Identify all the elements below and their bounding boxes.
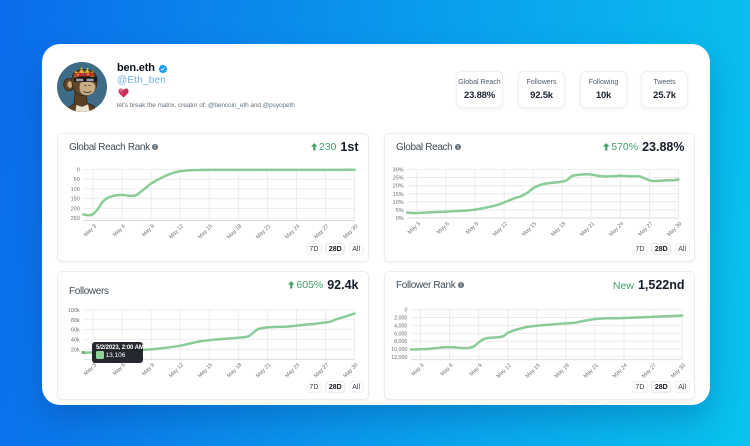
svg-text:May 30: May 30 xyxy=(670,363,687,380)
svg-text:100: 100 xyxy=(71,187,80,193)
svg-text:May 21: May 21 xyxy=(579,221,596,238)
svg-text:20k: 20k xyxy=(71,347,80,353)
svg-text:5%: 5% xyxy=(396,208,404,214)
svg-text:200: 200 xyxy=(71,206,80,212)
svg-text:8,000: 8,000 xyxy=(394,339,407,345)
svg-text:May 12: May 12 xyxy=(168,223,185,240)
svg-text:May 12: May 12 xyxy=(492,221,509,238)
svg-text:10%: 10% xyxy=(393,200,404,206)
svg-text:0%: 0% xyxy=(396,216,404,222)
svg-text:May 24: May 24 xyxy=(284,362,301,379)
svg-text:150: 150 xyxy=(71,197,80,203)
svg-text:May 18: May 18 xyxy=(226,223,243,240)
svg-text:May 3: May 3 xyxy=(407,221,422,236)
svg-text:80k: 80k xyxy=(71,318,80,324)
svg-text:May 27: May 27 xyxy=(313,362,330,379)
svg-text:May 18: May 18 xyxy=(226,362,243,379)
svg-text:May 18: May 18 xyxy=(550,221,567,238)
svg-text:May 6: May 6 xyxy=(112,362,127,377)
svg-text:May 18: May 18 xyxy=(554,363,571,380)
svg-text:May 15: May 15 xyxy=(525,363,542,380)
svg-text:6,000: 6,000 xyxy=(394,331,407,337)
svg-text:May 24: May 24 xyxy=(608,221,625,238)
svg-text:May 24: May 24 xyxy=(284,223,301,240)
svg-text:May 12: May 12 xyxy=(168,362,185,379)
svg-text:May 15: May 15 xyxy=(521,221,538,238)
svg-text:15%: 15% xyxy=(393,192,404,198)
svg-text:20%: 20% xyxy=(393,184,404,190)
svg-text:May 15: May 15 xyxy=(197,223,214,240)
svg-text:40k: 40k xyxy=(71,338,80,344)
svg-text:30%: 30% xyxy=(393,168,404,174)
svg-text:May 3: May 3 xyxy=(411,363,426,378)
svg-text:May 30: May 30 xyxy=(666,221,683,238)
svg-text:May 21: May 21 xyxy=(255,362,272,379)
svg-text:4,000: 4,000 xyxy=(394,323,407,329)
svg-text:May 9: May 9 xyxy=(141,362,156,377)
svg-text:0: 0 xyxy=(404,308,407,314)
svg-text:May 30: May 30 xyxy=(342,223,359,240)
svg-text:12,000: 12,000 xyxy=(391,355,407,361)
svg-text:25%: 25% xyxy=(393,176,404,182)
svg-text:May 12: May 12 xyxy=(496,363,513,380)
svg-text:May 3: May 3 xyxy=(83,362,98,377)
svg-text:May 27: May 27 xyxy=(313,223,330,240)
svg-text:May 9: May 9 xyxy=(469,363,484,378)
svg-text:250: 250 xyxy=(71,216,80,222)
svg-text:May 9: May 9 xyxy=(465,221,480,236)
svg-text:May 9: May 9 xyxy=(141,223,156,238)
svg-text:0: 0 xyxy=(77,168,80,174)
svg-text:May 27: May 27 xyxy=(641,363,658,380)
svg-text:2,000: 2,000 xyxy=(394,315,407,321)
svg-text:May 15: May 15 xyxy=(197,362,214,379)
svg-text:May 30: May 30 xyxy=(342,362,359,379)
svg-text:May 3: May 3 xyxy=(83,223,98,238)
svg-text:60k: 60k xyxy=(71,328,80,334)
svg-text:100k: 100k xyxy=(68,308,80,314)
svg-text:May 21: May 21 xyxy=(255,223,272,240)
svg-text:10,000: 10,000 xyxy=(391,347,407,353)
svg-text:May 6: May 6 xyxy=(436,221,451,236)
svg-text:May 27: May 27 xyxy=(637,221,654,238)
svg-text:May 24: May 24 xyxy=(612,363,629,380)
svg-text:50: 50 xyxy=(74,177,80,183)
svg-text:May 6: May 6 xyxy=(440,363,455,378)
svg-text:May 6: May 6 xyxy=(112,223,127,238)
svg-text:May 21: May 21 xyxy=(583,363,600,380)
